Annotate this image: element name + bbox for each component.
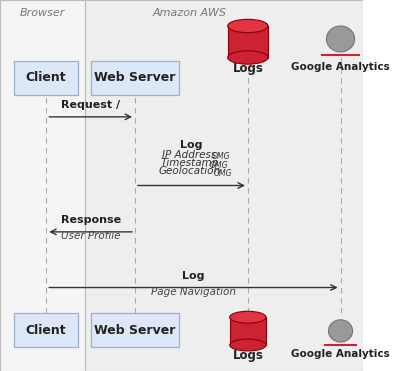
FancyBboxPatch shape [14, 313, 78, 347]
Text: Google Analytics: Google Analytics [291, 62, 390, 72]
Polygon shape [230, 317, 266, 345]
Text: Log: Log [180, 140, 203, 150]
FancyBboxPatch shape [14, 61, 78, 95]
Text: Web Server: Web Server [94, 324, 176, 337]
Text: Web Server: Web Server [94, 71, 176, 85]
Text: Timestamp: Timestamp [160, 158, 218, 168]
Text: Client: Client [26, 324, 66, 337]
Text: Log: Log [182, 271, 205, 281]
Text: Request /: Request / [61, 100, 120, 110]
Text: OMG: OMG [214, 169, 232, 178]
FancyBboxPatch shape [363, 0, 403, 371]
FancyBboxPatch shape [91, 313, 179, 347]
Text: Amazon AWS: Amazon AWS [152, 8, 226, 18]
Text: Browser: Browser [20, 8, 65, 18]
Ellipse shape [228, 51, 268, 64]
Text: User Profile: User Profile [61, 231, 120, 241]
Text: Geolocation: Geolocation [158, 166, 220, 176]
Ellipse shape [328, 320, 353, 342]
Text: Logs: Logs [233, 349, 263, 362]
FancyBboxPatch shape [85, 0, 363, 371]
Text: OMG: OMG [210, 161, 228, 170]
Ellipse shape [228, 19, 268, 33]
Text: Client: Client [26, 71, 66, 85]
Text: Response: Response [60, 215, 121, 225]
Ellipse shape [230, 339, 266, 351]
FancyBboxPatch shape [91, 61, 179, 95]
Ellipse shape [326, 26, 355, 52]
Text: IP Address: IP Address [162, 150, 216, 160]
FancyBboxPatch shape [0, 0, 85, 371]
Text: Google Analytics: Google Analytics [291, 349, 390, 359]
Text: Logs: Logs [233, 62, 263, 75]
Polygon shape [228, 26, 268, 58]
Text: Page Navigation: Page Navigation [151, 287, 236, 297]
Ellipse shape [230, 311, 266, 323]
Text: OMG: OMG [212, 152, 230, 161]
